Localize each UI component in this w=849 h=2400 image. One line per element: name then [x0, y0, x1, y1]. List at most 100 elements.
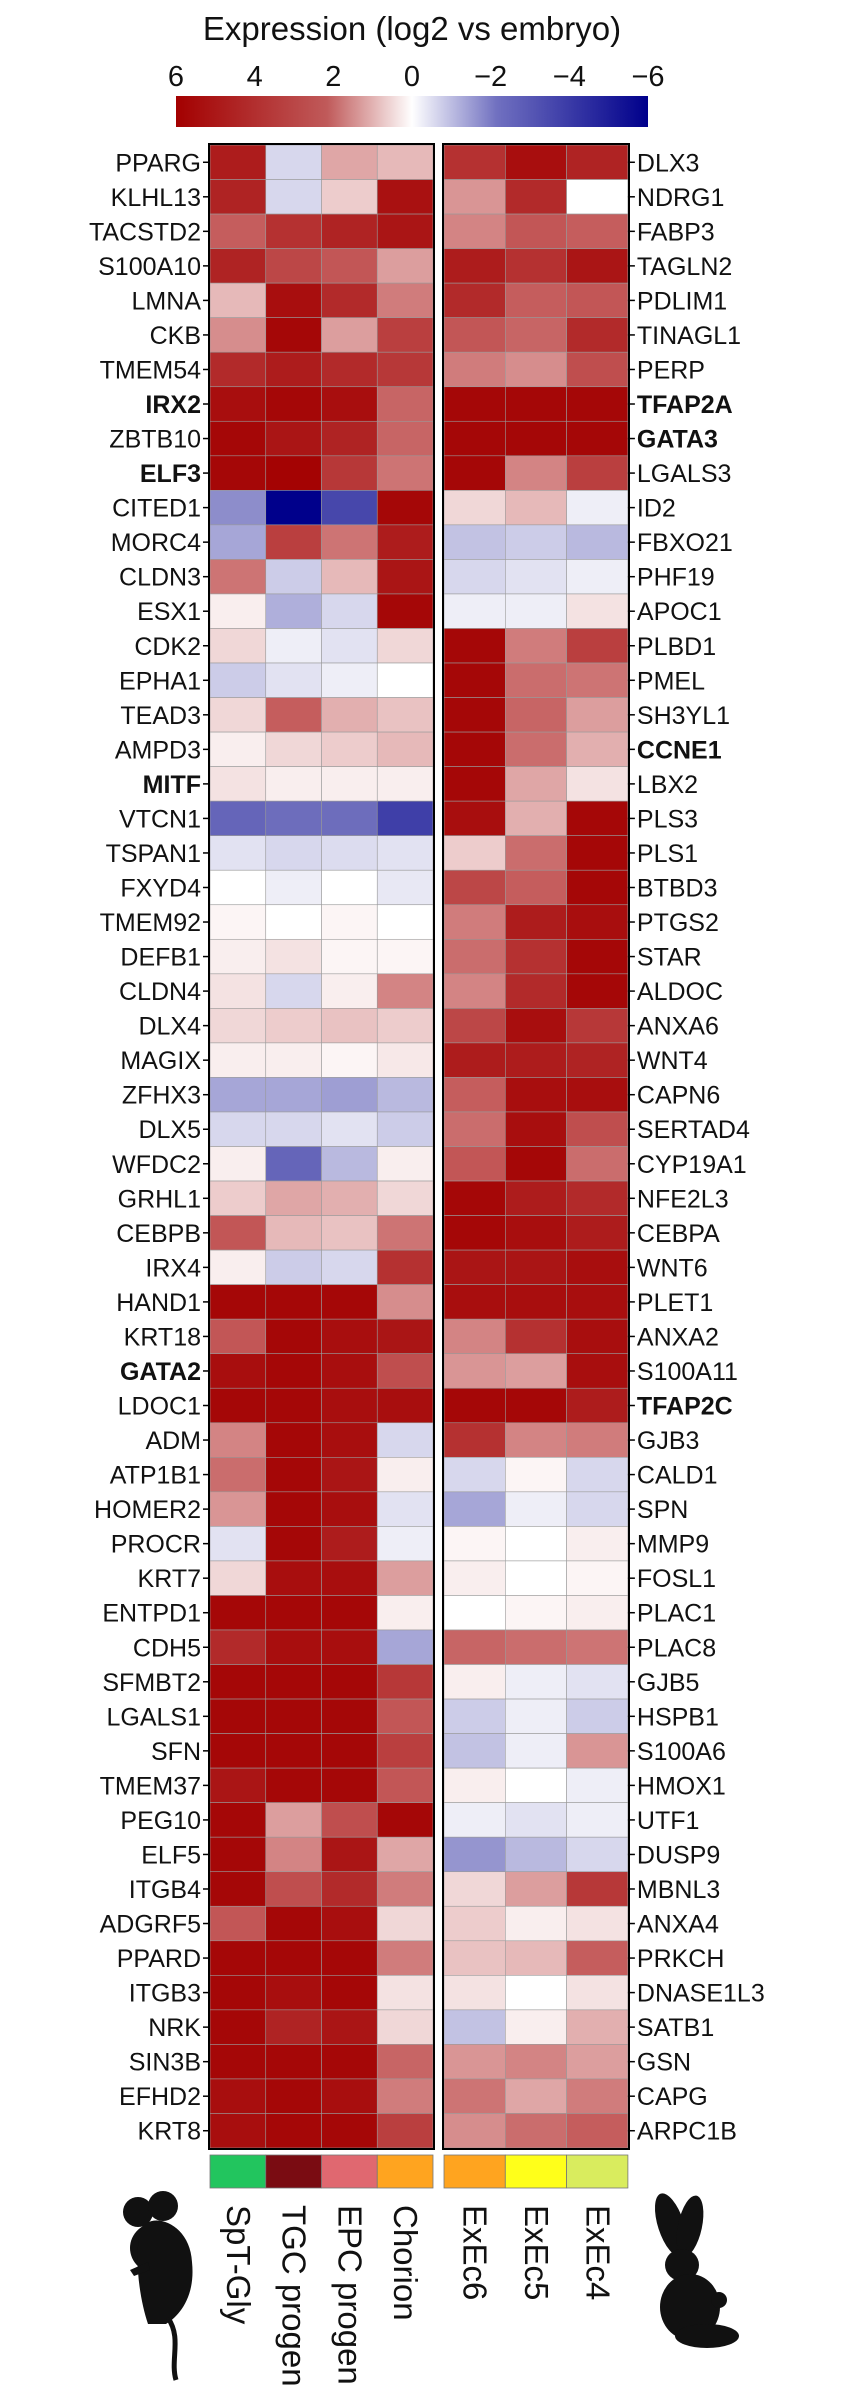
heatmap-cell-klhl13-epc-progen — [321, 179, 378, 215]
heatmap-cell-krt8-chorion — [376, 2113, 434, 2149]
heatmap-cell-homer2-tgc-progen — [265, 1491, 322, 1527]
heatmap-cell-apoc1-exec6 — [443, 593, 506, 629]
heatmap-cell-atp1b1-epc-progen — [321, 1457, 378, 1493]
heatmap-cell-ndrg1-exec5 — [504, 179, 567, 215]
heatmap-cell-sfn-chorion — [376, 1733, 434, 1769]
column-strip-exec4 — [566, 2154, 629, 2189]
gene-label-anxa4: ANXA4 — [637, 1911, 719, 1939]
gene-label-prkch: PRKCH — [637, 1945, 725, 1973]
heatmap-cell-plac8-exec5 — [504, 1629, 567, 1665]
heatmap-cell-ppard-chorion — [376, 1940, 434, 1976]
heatmap-cell-fosl1-exec5 — [504, 1560, 567, 1596]
heatmap-cell-tmem37-chorion — [376, 1767, 434, 1803]
heatmap-cell-ppard-spt-gly — [209, 1940, 267, 1976]
heatmap-cell-zbtb10-tgc-progen — [265, 420, 322, 457]
gene-label-nrk: NRK — [148, 2014, 201, 2042]
gene-label-irx2: IRX2 — [145, 391, 201, 419]
heatmap-cell-klhl13-chorion — [376, 179, 434, 215]
left-gene-labels: PPARG KLHL13 TACSTD2 S100A10 LMNA CKB TMEM54 IR… — [89, 149, 210, 2146]
heatmap-cell-hspb1-exec4 — [566, 1698, 629, 1734]
heatmap-cell-fbxo21-exec5 — [504, 524, 567, 560]
gene-label-satb1: SATB1 — [637, 2014, 714, 2042]
heatmap-cell-zbtb10-epc-progen — [321, 420, 378, 457]
heatmap-cell-anxa6-exec4 — [566, 1008, 629, 1044]
heatmap-cell-itgb4-spt-gly — [209, 1871, 267, 1907]
column-label-epc-progen: EPC progen — [331, 2205, 368, 2385]
gene-label-perp: PERP — [637, 356, 705, 384]
gene-label-fabp3: FABP3 — [637, 218, 715, 246]
heatmap-cell-hmox1-exec4 — [566, 1767, 629, 1803]
heatmap-cell-tmem92-tgc-progen — [265, 904, 322, 940]
heatmap-cell-ptgs2-exec5 — [504, 904, 567, 940]
heatmap-cell-tmem92-chorion — [376, 904, 434, 940]
rabbit-icon — [654, 2193, 739, 2348]
heatmap-cell-ppard-tgc-progen — [265, 1940, 322, 1976]
gene-label-spn: SPN — [637, 1496, 688, 1524]
heatmap-cell-dusp9-exec5 — [504, 1836, 567, 1873]
heatmap-cell-prkch-exec6 — [443, 1940, 506, 1976]
heatmap-cell-morc4-epc-progen — [321, 524, 378, 560]
gene-label-ptgs2: PTGS2 — [637, 909, 719, 937]
heatmap-cell-zfhx3-epc-progen — [321, 1077, 378, 1113]
heatmap-cell-zfhx3-spt-gly — [209, 1077, 267, 1113]
heatmap-cell-dusp9-exec6 — [443, 1836, 506, 1873]
column-label-chorion: Chorion — [387, 2205, 424, 2321]
heatmap-cell-tmem37-spt-gly — [209, 1767, 267, 1803]
heatmap-cell-gsn-exec4 — [566, 2044, 629, 2080]
heatmap-cell-elf5-spt-gly — [209, 1836, 267, 1873]
heatmap-cell-cldn4-tgc-progen — [265, 973, 322, 1009]
gene-label-itgb4: ITGB4 — [129, 1876, 201, 1904]
heatmap-cell-tagln2-exec6 — [443, 248, 506, 284]
heatmap-cell-ccne1-exec6 — [443, 731, 506, 767]
heatmap-cell-id2-exec5 — [504, 490, 567, 526]
gene-label-ndrg1: NDRG1 — [637, 184, 725, 212]
gene-label-plbd1: PLBD1 — [637, 633, 716, 661]
heatmap-cell-sin3b-tgc-progen — [265, 2044, 322, 2080]
gene-label-magix: MAGIX — [120, 1047, 201, 1075]
heatmap-cell-tead3-epc-progen — [321, 697, 378, 733]
column-strip-exec6 — [443, 2154, 506, 2189]
heatmap-cell-klhl13-tgc-progen — [265, 179, 322, 215]
heatmap-cell-pls3-exec4 — [566, 800, 629, 836]
heatmap-cell-s100a11-exec6 — [443, 1353, 506, 1389]
heatmap-cell-ampd3-tgc-progen — [265, 731, 322, 767]
heatmap-cell-defb1-epc-progen — [321, 938, 378, 975]
heatmap-cell-star-exec6 — [443, 938, 506, 975]
heatmap-cell-fabp3-exec4 — [566, 213, 629, 249]
column-strip-epc-progen — [321, 2154, 378, 2189]
heatmap-cell-sfmbt2-spt-gly — [209, 1664, 267, 1700]
gene-label-fosl1: FOSL1 — [637, 1565, 716, 1593]
heatmap-cell-id2-exec4 — [566, 490, 629, 526]
gene-label-homer2: HOMER2 — [94, 1496, 201, 1524]
gene-label-efhd2: EFHD2 — [119, 2083, 201, 2111]
gene-label-tinagl1: TINAGL1 — [637, 322, 741, 350]
heatmap-cell-dlx5-tgc-progen — [265, 1111, 322, 1147]
gene-label-dusp9: DUSP9 — [637, 1841, 720, 1869]
heatmap-cell-tspan1-chorion — [376, 835, 434, 871]
gene-label-capn6: CAPN6 — [637, 1082, 720, 1110]
heatmap-cell-capn6-exec6 — [443, 1077, 506, 1113]
heatmap-cell-lbx2-exec6 — [443, 766, 506, 802]
heatmap-cell-krt18-epc-progen — [321, 1318, 378, 1355]
heatmap-cell-ckb-spt-gly — [209, 317, 267, 353]
heatmap-cell-id2-exec6 — [443, 490, 506, 526]
heatmap-cell-dlx5-spt-gly — [209, 1111, 267, 1147]
heatmap-cell-dlx5-epc-progen — [321, 1111, 378, 1147]
heatmap-cell-dusp9-exec4 — [566, 1836, 629, 1873]
heatmap-cell-cebpb-epc-progen — [321, 1215, 378, 1251]
heatmap-cell-magix-spt-gly — [209, 1042, 267, 1078]
colorbar-title: Expression (log2 vs embryo) — [203, 10, 621, 47]
heatmap-cell-klhl13-spt-gly — [209, 179, 267, 215]
gene-label-adgrf5: ADGRF5 — [100, 1911, 201, 1939]
heatmap-cell-fxyd4-chorion — [376, 869, 434, 906]
heatmap-cell-ptgs2-exec6 — [443, 904, 506, 940]
heatmap-cell-krt7-chorion — [376, 1560, 434, 1596]
gene-label-tmem54: TMEM54 — [100, 356, 202, 384]
heatmap-cell-s100a6-exec4 — [566, 1733, 629, 1769]
heatmap-cell-mmp9-exec4 — [566, 1526, 629, 1562]
heatmap-cell-satb1-exec6 — [443, 2009, 506, 2045]
heatmap-cell-anxa4-exec6 — [443, 1905, 506, 1942]
gene-label-plet1: PLET1 — [637, 1289, 713, 1317]
heatmap-cell-hspb1-exec6 — [443, 1698, 506, 1734]
heatmap-cell-pls1-exec5 — [504, 835, 567, 871]
